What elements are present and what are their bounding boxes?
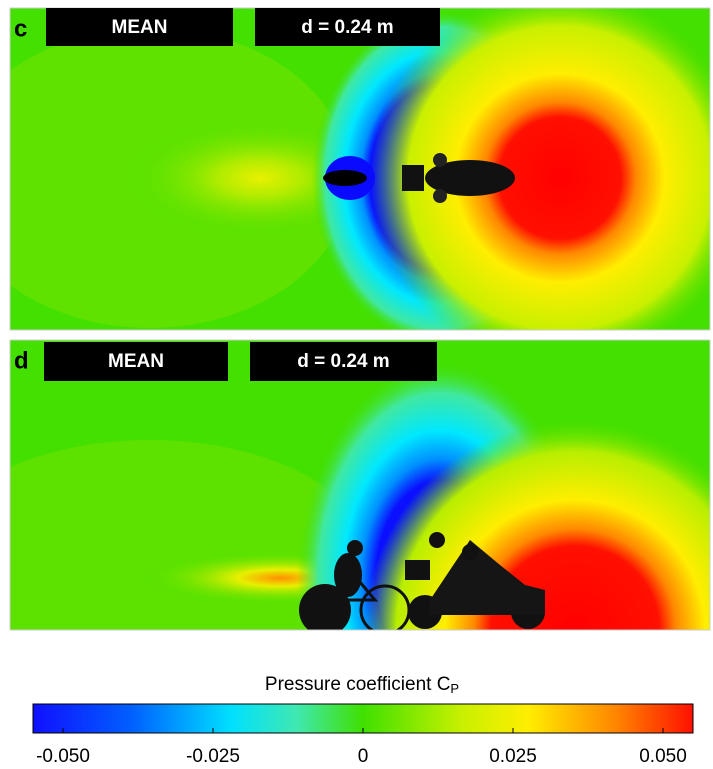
colorbar-tick-label: 0.025 bbox=[489, 746, 537, 767]
panel-tag: MEAN bbox=[108, 351, 164, 372]
colorbar-tick-label: 0.050 bbox=[639, 746, 687, 767]
label-box bbox=[44, 342, 228, 381]
colorbar-tick-label: 0 bbox=[358, 746, 369, 767]
panel-frame bbox=[9, 339, 711, 631]
colorbar-title-main: Pressure coefficient C bbox=[265, 674, 451, 695]
contour-panel-d bbox=[10, 340, 710, 630]
label-box bbox=[250, 342, 437, 381]
panel-tag: MEAN bbox=[112, 17, 168, 38]
label-box bbox=[255, 8, 440, 46]
panel-letter: d bbox=[14, 347, 29, 374]
panel-distance: d = 0.24 m bbox=[301, 17, 393, 38]
label-box bbox=[46, 8, 233, 46]
colorbar-tick-label: -0.050 bbox=[36, 746, 90, 767]
panel-letter: c bbox=[14, 15, 27, 42]
panel-distance: d = 0.24 m bbox=[297, 351, 389, 372]
contour-panel-c bbox=[10, 8, 710, 330]
colorbar-tick-label: -0.025 bbox=[186, 746, 240, 767]
colorbar-title: Pressure coefficient CP bbox=[265, 674, 459, 696]
colorbar-title-subscript: P bbox=[450, 681, 459, 696]
